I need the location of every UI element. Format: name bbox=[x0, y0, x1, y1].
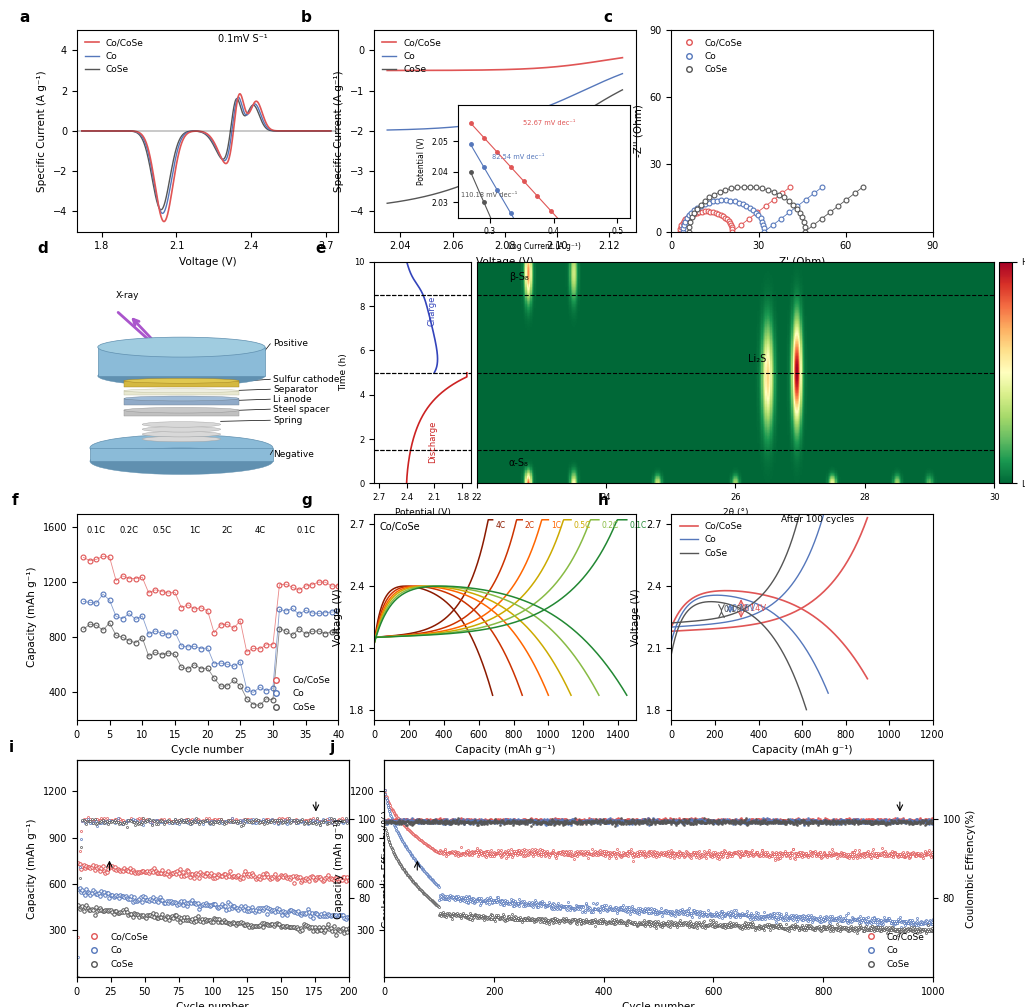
Y-axis label: -Z'' (Ohm): -Z'' (Ohm) bbox=[633, 105, 644, 157]
Ellipse shape bbox=[142, 422, 220, 427]
Text: 0.2C: 0.2C bbox=[120, 526, 138, 535]
Text: g: g bbox=[301, 493, 312, 509]
Text: 0.16V: 0.16V bbox=[732, 604, 756, 613]
Text: Co/CoSe: Co/CoSe bbox=[379, 522, 420, 532]
Y-axis label: Coulombic Effiency(%): Coulombic Effiency(%) bbox=[967, 810, 977, 927]
Ellipse shape bbox=[142, 436, 220, 442]
Bar bbox=[124, 381, 239, 387]
Ellipse shape bbox=[124, 389, 239, 393]
Ellipse shape bbox=[124, 396, 239, 401]
Ellipse shape bbox=[90, 448, 273, 474]
X-axis label: Capacity (mAh g⁻¹): Capacity (mAh g⁻¹) bbox=[751, 745, 853, 755]
Bar bbox=[124, 399, 239, 405]
Ellipse shape bbox=[97, 337, 265, 357]
Legend: Co/CoSe, Co, CoSe: Co/CoSe, Co, CoSe bbox=[263, 673, 334, 716]
X-axis label: Cycle number: Cycle number bbox=[622, 1002, 695, 1007]
Text: 0.5C: 0.5C bbox=[574, 522, 591, 531]
Text: 0.1C: 0.1C bbox=[629, 522, 647, 531]
Text: 0.19V: 0.19V bbox=[724, 605, 747, 614]
Text: Separator: Separator bbox=[273, 385, 318, 394]
Text: 2C: 2C bbox=[525, 522, 535, 531]
Text: β-S₈: β-S₈ bbox=[509, 272, 529, 282]
Text: a: a bbox=[19, 10, 30, 25]
X-axis label: Cycle number: Cycle number bbox=[176, 1002, 249, 1007]
Y-axis label: Coulombic Effiency(%): Coulombic Effiency(%) bbox=[382, 810, 393, 927]
Text: Spring: Spring bbox=[273, 416, 302, 425]
Text: 0.14V: 0.14V bbox=[743, 604, 767, 613]
Legend: Co/CoSe, Co, CoSe: Co/CoSe, Co, CoSe bbox=[675, 518, 746, 561]
Y-axis label: Specific Current (A g⁻¹): Specific Current (A g⁻¹) bbox=[334, 70, 344, 191]
Ellipse shape bbox=[142, 431, 220, 437]
X-axis label: Voltage (V): Voltage (V) bbox=[178, 257, 237, 267]
Text: 0.2C: 0.2C bbox=[602, 522, 619, 531]
Text: 0.1C: 0.1C bbox=[296, 526, 315, 535]
Y-axis label: Capacity (mAh g⁻¹): Capacity (mAh g⁻¹) bbox=[27, 819, 37, 918]
Ellipse shape bbox=[97, 366, 265, 386]
Text: Charge: Charge bbox=[427, 295, 437, 326]
Text: 4C: 4C bbox=[495, 522, 505, 531]
Legend: Co/CoSe, Co, CoSe: Co/CoSe, Co, CoSe bbox=[378, 34, 445, 78]
Y-axis label: Specific Current (A g⁻¹): Specific Current (A g⁻¹) bbox=[37, 70, 47, 191]
Text: Discharge: Discharge bbox=[427, 421, 437, 463]
Text: 0.5C: 0.5C bbox=[153, 526, 171, 535]
Text: Sulfur cathode: Sulfur cathode bbox=[273, 375, 339, 384]
Text: j: j bbox=[330, 739, 335, 754]
Text: b: b bbox=[301, 10, 312, 25]
Text: i: i bbox=[9, 739, 14, 754]
Y-axis label: Capacity (mAh g⁻¹): Capacity (mAh g⁻¹) bbox=[334, 819, 344, 918]
Ellipse shape bbox=[124, 379, 239, 384]
Text: e: e bbox=[316, 241, 326, 256]
Text: Positive: Positive bbox=[273, 339, 308, 348]
X-axis label: Potential (V): Potential (V) bbox=[395, 508, 451, 517]
Text: Li anode: Li anode bbox=[273, 395, 312, 404]
Text: Steel spacer: Steel spacer bbox=[273, 405, 329, 414]
Ellipse shape bbox=[90, 435, 273, 461]
Text: Li₂S: Li₂S bbox=[748, 353, 767, 364]
Text: 2C: 2C bbox=[221, 526, 233, 535]
Bar bbox=[124, 391, 239, 395]
Text: h: h bbox=[599, 493, 609, 509]
Text: After 100 cycles: After 100 cycles bbox=[781, 515, 854, 524]
Text: X-ray: X-ray bbox=[116, 291, 139, 299]
Y-axis label: Voltage (V): Voltage (V) bbox=[630, 588, 641, 645]
Text: 0.1mV S⁻¹: 0.1mV S⁻¹ bbox=[218, 34, 268, 44]
Bar bbox=[90, 448, 273, 461]
Legend: Co/CoSe, Co, CoSe: Co/CoSe, Co, CoSe bbox=[858, 929, 929, 973]
X-axis label: Z' (Ohm): Z' (Ohm) bbox=[779, 257, 825, 267]
Text: 1C: 1C bbox=[189, 526, 200, 535]
Ellipse shape bbox=[142, 427, 220, 432]
Ellipse shape bbox=[124, 408, 239, 413]
Y-axis label: Voltage (V): Voltage (V) bbox=[333, 588, 343, 645]
Text: 1C: 1C bbox=[551, 522, 561, 531]
Text: d: d bbox=[38, 241, 48, 256]
Y-axis label: Time (h): Time (h) bbox=[339, 353, 349, 392]
Text: 4C: 4C bbox=[254, 526, 265, 535]
X-axis label: Voltage (V): Voltage (V) bbox=[476, 257, 534, 267]
Bar bbox=[124, 410, 239, 416]
Text: α-S₈: α-S₈ bbox=[509, 457, 529, 467]
Legend: Co/CoSe, Co, CoSe: Co/CoSe, Co, CoSe bbox=[81, 929, 152, 973]
Legend: Co/CoSe, Co, CoSe: Co/CoSe, Co, CoSe bbox=[81, 34, 148, 78]
Text: f: f bbox=[11, 493, 18, 509]
Bar bbox=[97, 347, 265, 376]
Text: 0.1C: 0.1C bbox=[87, 526, 106, 535]
X-axis label: Cycle number: Cycle number bbox=[171, 745, 244, 755]
Text: Negative: Negative bbox=[273, 450, 314, 459]
X-axis label: 2θ (°): 2θ (°) bbox=[723, 508, 748, 517]
X-axis label: Capacity (mAh g⁻¹): Capacity (mAh g⁻¹) bbox=[454, 745, 556, 755]
Text: c: c bbox=[604, 10, 612, 25]
Y-axis label: Capacity (mAh g⁻¹): Capacity (mAh g⁻¹) bbox=[27, 567, 37, 667]
Legend: Co/CoSe, Co, CoSe: Co/CoSe, Co, CoSe bbox=[675, 34, 746, 78]
